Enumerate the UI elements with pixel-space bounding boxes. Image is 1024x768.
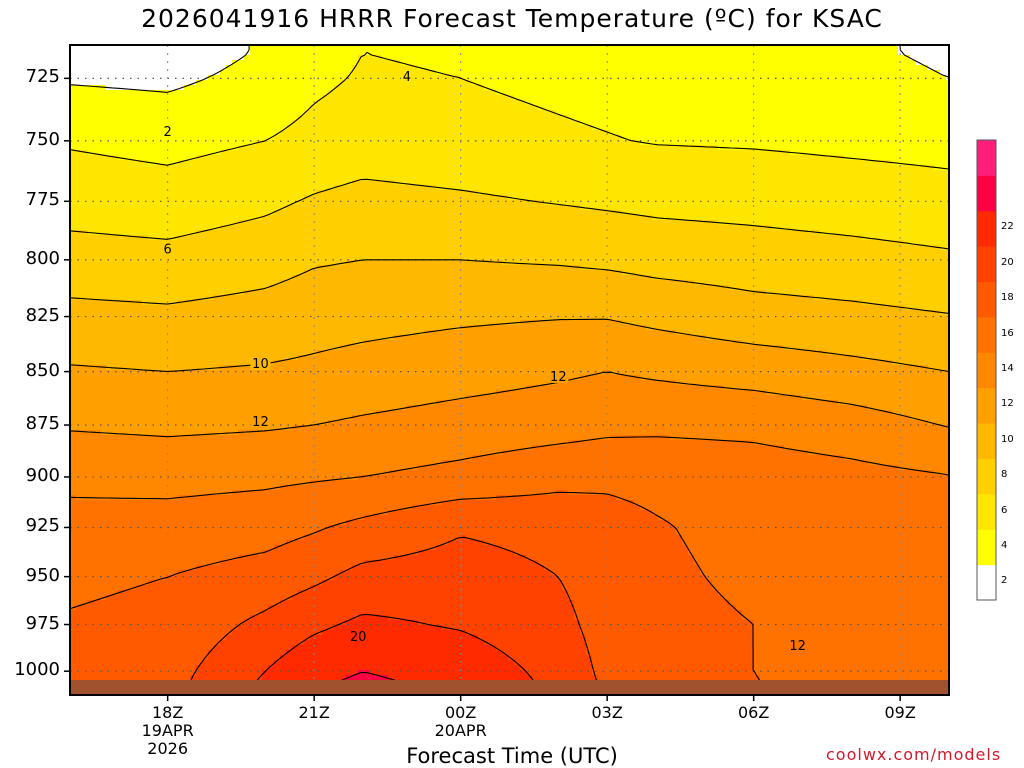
colorbar-swatch [977,140,996,176]
contour-label-layer: 2 4 6 10 12 12 12 20 [161,68,808,654]
colorbar-swatch [977,175,996,212]
colorbar-swatch [977,423,996,459]
y-tick-label: 725 [25,66,60,88]
y-tick-label: 950 [25,564,60,586]
y-tick-label: 800 [25,247,60,269]
colorbar-frame [976,139,997,601]
colorbar-label: 10 [1001,433,1014,445]
contour-label: 10 [252,357,269,372]
colorbar-swatch [977,529,996,566]
contour-label-bg [250,355,271,370]
contour-label-bg [548,368,569,383]
colorbar-swatch [977,281,996,318]
contour-label-bg [250,413,271,428]
y-tick-label: 900 [25,464,60,486]
colorbar-swatch [977,316,996,353]
contour-label: 12 [789,639,806,654]
x-tick-label: 06Z [737,703,770,722]
ground-surface [70,680,949,695]
y-tick-label: 975 [25,612,60,634]
x-tick-label: 00Z 20APR [434,703,487,740]
chart-title: 2026041916 HRRR Forecast Temperature (ºC… [141,4,883,33]
colorbar-swatch [977,564,996,601]
colorbar [976,139,997,601]
colorbar-label: 20 [1001,256,1014,268]
colorbar-swatch [977,387,996,424]
x-tick-label: 18Z 19APR 2026 [141,703,194,758]
y-tick-label: 925 [25,515,60,537]
x-tick-label: 21Z [298,703,330,722]
y-tick-label: 775 [25,189,60,211]
colorbar-label: 8 [1001,469,1008,481]
x-tick-label: 03Z [591,703,623,722]
contour-label: 12 [550,370,567,385]
colorbar-label: 2 [1001,575,1008,587]
x-tick-label: 09Z [884,703,916,722]
y-tick-label: 750 [25,128,60,150]
colorbar-label: 12 [1001,398,1014,410]
colorbar-label: 4 [1001,539,1008,551]
colorbar-label: 14 [1001,363,1014,374]
contour-label: 2 [164,125,172,140]
colorbar-swatch [977,210,996,247]
contour-label-bg [787,638,808,653]
contour-label-bg [161,241,174,256]
watermark-link[interactable]: coolwx.com/models [826,745,1002,764]
colorbar-swatch [977,246,996,283]
contour-lines [70,45,949,695]
contour-label: 20 [350,630,367,645]
contour-label-bg [400,68,413,83]
colorbar-label: 18 [1001,292,1014,304]
colorbar-swatch [977,493,996,530]
contour-label-bg [348,628,369,643]
contour-label: 12 [252,415,269,430]
x-tick-marks [166,695,901,701]
colorbar-label: 22 [1001,221,1014,233]
y-tick-label: 825 [25,304,60,326]
contour-line-layer [70,45,949,695]
contour-label: 4 [403,70,411,85]
colorbar-label: 6 [1001,504,1008,516]
colorbar-label: 16 [1001,327,1014,339]
y-tick-label: 1000 [14,659,60,681]
colorbar-swatch [977,458,996,495]
y-tick-label: 850 [25,359,60,381]
y-tick-label: 875 [25,413,60,435]
contour-label: 6 [164,242,172,257]
temperature-fill-layer [70,45,949,695]
plot-frame [69,44,950,696]
contour-label-bg [161,123,174,138]
y-tick-marks [64,77,70,672]
colorbar-swatch [977,352,996,389]
x-axis-label: Forecast Time (UTC) [406,744,618,768]
